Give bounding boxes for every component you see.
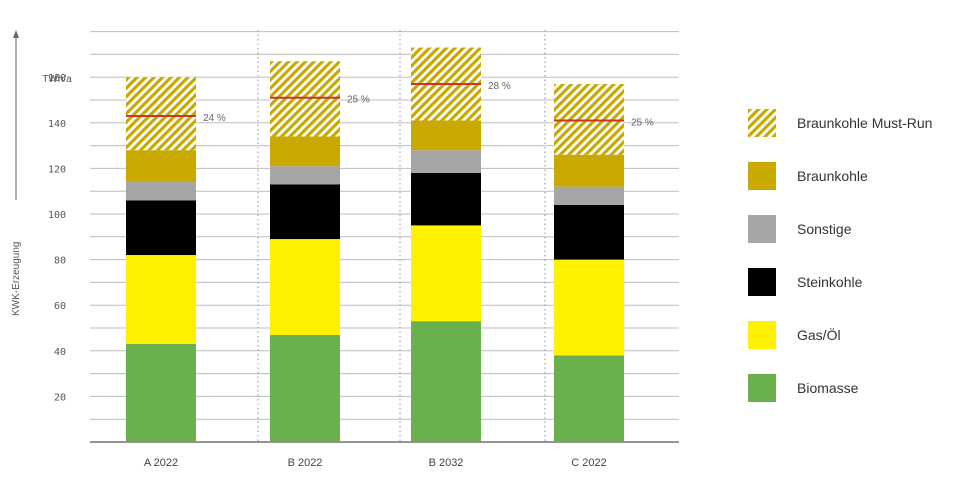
bar-segment: [411, 172, 481, 226]
bar-segment: [270, 239, 340, 335]
y-tick-label: 120: [48, 164, 66, 175]
bar-segment: [554, 154, 624, 187]
category-label: A 2022: [144, 457, 178, 469]
y-tick-label: 80: [54, 256, 66, 267]
bar-segment: [554, 186, 624, 205]
y-tick-label: 160: [48, 73, 66, 84]
bar-segment: [270, 136, 340, 167]
share-annotation: 28 %: [488, 81, 511, 92]
y-tick-labels: 20 40 60 80 100 120 140 160: [48, 73, 66, 403]
y-axis-arrow-icon: [13, 30, 19, 38]
legend-label: Braunkohle: [797, 168, 868, 184]
share-annotation: 24 %: [203, 113, 226, 124]
bar-segment: [411, 321, 481, 442]
category-labels: A 2022 B 2022 B 2032 C 2022: [144, 457, 607, 469]
legend: Braunkohle Must-Run Braunkohle Sonstige Ste…: [748, 109, 932, 402]
bar-stacks: 24 % 25 % 28 % 25 %: [126, 47, 654, 442]
bar-segment: [126, 150, 196, 183]
y-tick-label: 100: [48, 210, 66, 221]
y-axis-label: KWK-Erzeugung: [11, 242, 22, 316]
bar-segment: [270, 61, 340, 137]
legend-label: Braunkohle Must-Run: [797, 115, 932, 131]
bar-segment: [270, 166, 340, 185]
bar-segment: [554, 204, 624, 260]
y-tick-label: 40: [54, 347, 66, 358]
legend-label: Steinkohle: [797, 274, 863, 290]
category-label: C 2022: [571, 457, 606, 469]
bar-segment: [411, 120, 481, 151]
share-annotation: 25 %: [631, 118, 654, 129]
legend-swatch: [748, 162, 776, 190]
legend-swatch: [748, 215, 776, 243]
bar-segment: [126, 200, 196, 256]
y-tick-label: 20: [54, 392, 66, 403]
y-tick-label: 60: [54, 301, 66, 312]
legend-label: Biomasse: [797, 380, 859, 396]
bar-segment: [126, 77, 196, 151]
category-label: B 2022: [288, 457, 323, 469]
bar-segment: [554, 355, 624, 442]
legend-swatch: [748, 268, 776, 296]
bar-segment: [126, 343, 196, 442]
legend-label: Gas/Öl: [797, 326, 841, 343]
legend-swatch: [748, 321, 776, 349]
legend-label: Sonstige: [797, 221, 852, 237]
bar-segment: [554, 84, 624, 155]
bar-segment: [270, 184, 340, 240]
bar-segment: [411, 150, 481, 173]
bar-segment: [126, 182, 196, 201]
bar-segment: [126, 255, 196, 344]
y-tick-label: 140: [48, 119, 66, 130]
unit-label: TWh/a: [42, 74, 72, 85]
legend-swatch: [748, 109, 776, 137]
share-annotation: 25 %: [347, 95, 370, 106]
legend-swatch: [748, 374, 776, 402]
bar-segment: [270, 334, 340, 442]
bar-segment: [554, 259, 624, 356]
bar-segment: [411, 225, 481, 322]
category-label: B 2032: [429, 457, 464, 469]
